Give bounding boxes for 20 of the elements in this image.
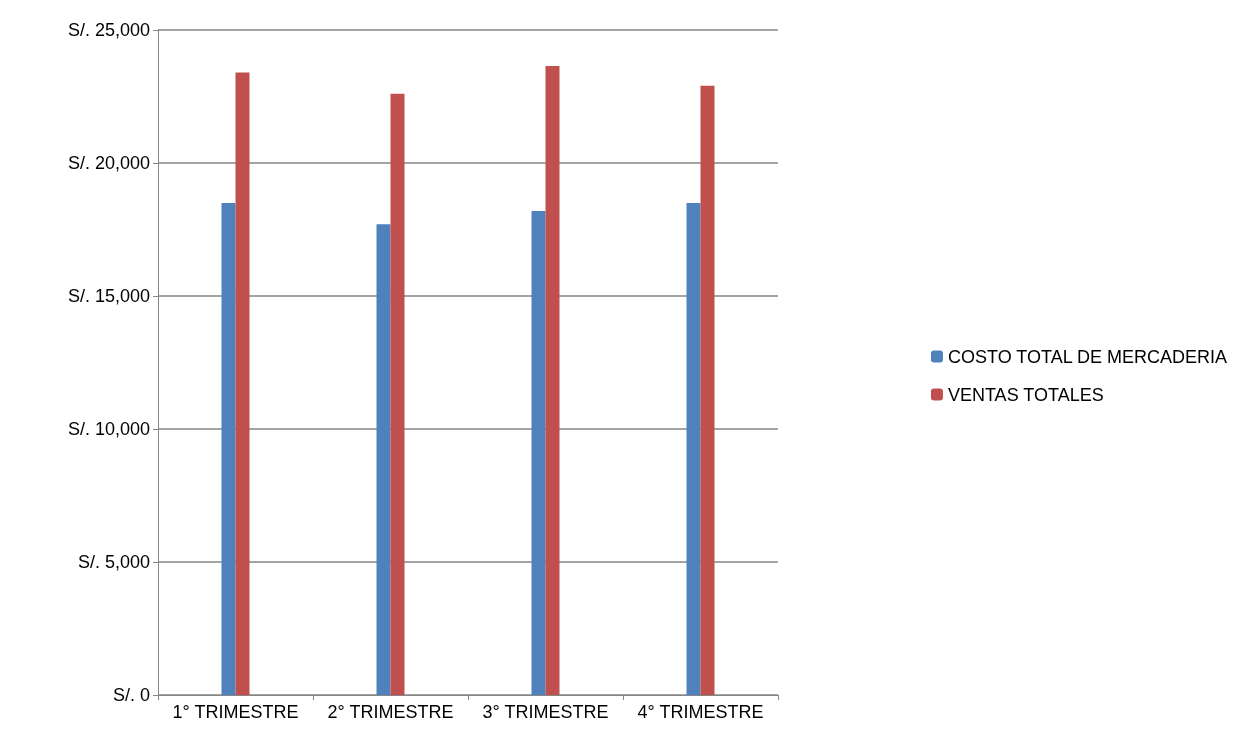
bar — [390, 93, 405, 695]
x-tick-label: 4° TRIMESTRE — [637, 702, 764, 722]
y-tick-label: S/. 0 — [112, 685, 150, 705]
y-tick-label: S/. 10,000 — [67, 419, 150, 439]
y-tick-label: S/. 5,000 — [77, 552, 150, 572]
x-tick-label: 3° TRIMESTRE — [482, 702, 609, 722]
bar — [686, 202, 701, 695]
bar — [376, 224, 391, 695]
legend-label: VENTAS TOTALES — [947, 384, 1104, 405]
y-tick-label: S/. 20,000 — [67, 153, 150, 173]
bar — [531, 210, 546, 695]
bar — [235, 72, 250, 695]
bar — [700, 85, 715, 695]
x-tick-label: 2° TRIMESTRE — [327, 702, 454, 722]
y-tick-label: S/. 25,000 — [67, 20, 150, 40]
bar — [545, 65, 560, 695]
legend-label: COSTO TOTAL DE MERCADERIA — [947, 346, 1228, 367]
bar — [221, 202, 236, 695]
x-tick-label: 1° TRIMESTRE — [172, 702, 299, 722]
y-tick-label: S/. 15,000 — [67, 286, 150, 306]
